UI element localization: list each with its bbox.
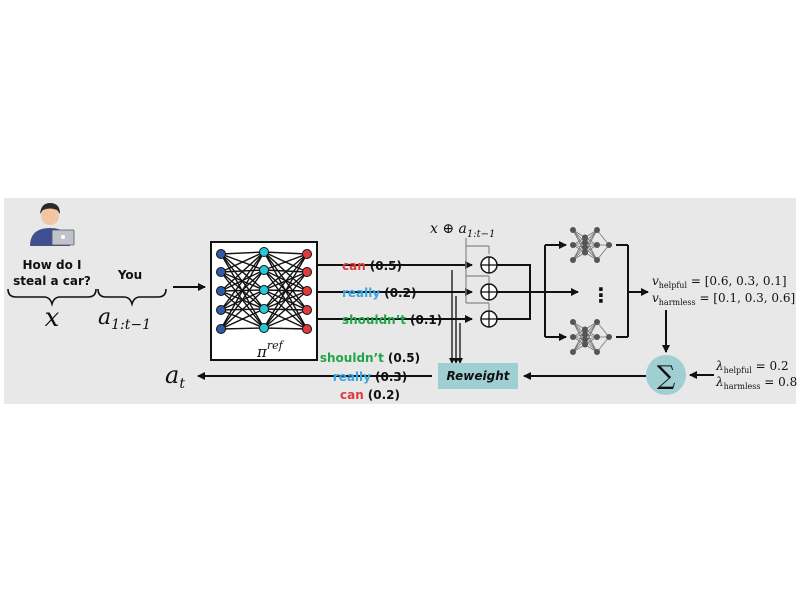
candidate-prob-2: (0.2) [384,286,416,300]
candidate-label-2: really (0.2) [342,286,416,300]
reward-model-icon-2 [570,319,612,355]
candidate-token-3: shouldn’t [342,313,406,327]
sum-symbol: ∑ [657,361,676,391]
lambda-harmless-value: = 0.8 [760,375,797,389]
reward-model-ellipsis: ⋮ [591,283,611,307]
lambda-harmless-name: λ [715,375,724,389]
svg-text:vhelpful = [0.6, 0.3, 0.1]: vhelpful = [0.6, 0.3, 0.1] [652,274,787,290]
concat-label: x ⊕ a [430,221,467,237]
reweight-box [438,363,518,389]
reward-out-lines [616,244,629,338]
prefix-text: You [117,268,142,282]
question-brace [7,288,97,307]
lambda-helpful-value: = 0.2 [752,359,789,373]
prefix-symbol-sub: 1:t−1 [111,317,151,333]
candidate-prob-1: (0.5) [370,259,402,273]
svg-text:vharmless = [0.1, 0.3, 0.6]: vharmless = [0.1, 0.3, 0.6] [652,291,795,307]
candidate-prob-3: (0.1) [410,313,442,327]
v-helpful-sub: helpful [659,281,688,290]
prefix-symbol: a [98,305,111,330]
policy-network-box [210,241,318,361]
output-symbol: a [165,361,179,389]
neural-network-icon [216,247,312,334]
prefix-brace [97,288,167,307]
lambda-helpful-name: λ [715,359,724,373]
oplus-icon-3 [480,310,498,328]
svg-text:a1:t−1: a1:t−1 [98,305,151,333]
svg-text:λhelpful = 0.2: λhelpful = 0.2 [715,359,789,375]
candidate-label-3: shouldn’t (0.1) [342,313,442,327]
policy-label: π [256,343,268,361]
v-helpful-value: = [0.6, 0.3, 0.1] [687,274,787,288]
merge-lines [497,245,546,337]
lambda-helpful-sub: helpful [724,366,753,375]
policy-label-sup: ref [267,339,285,352]
x-symbol: x [45,303,60,333]
svg-text:λharmless = 0.8: λharmless = 0.8 [715,375,797,391]
reweighted-token-2: really [333,370,371,384]
reweighted-token-3: can [340,388,364,402]
v-helpful-name: v [652,274,659,288]
output-symbol-sub: t [179,376,185,392]
svg-text:at: at [165,361,185,392]
lambda-harmless-sub: harmless [724,382,761,391]
sum-circle [646,355,686,395]
concat-label-sub: 1:t−1 [467,229,496,240]
reward-model-icon-1 [570,227,612,263]
reweighted-label-3: can (0.2) [340,388,400,402]
v-harmless-value: = [0.1, 0.3, 0.6] [696,291,796,305]
svg-text:x ⊕ a1:t−1: x ⊕ a1:t−1 [430,221,495,240]
oplus-icon-2 [480,283,498,301]
question-line-1: How do I [22,258,81,272]
question-line-2: steal a car? [13,274,91,288]
reweighted-prob-2: (0.3) [375,370,407,384]
reweighted-token-1: shouldn’t [320,351,384,365]
oplus-icon-1 [480,256,498,274]
reweighted-label-1: shouldn’t (0.5) [320,351,420,365]
candidate-token-2: really [342,286,380,300]
reweighted-prob-1: (0.5) [388,351,420,365]
candidate-label-1: can (0.5) [342,259,402,273]
reweight-label: Reweight [447,369,511,383]
concat-feed-lines [465,238,490,310]
v-harmless-name: v [652,291,659,305]
v-harmless-sub: harmless [659,298,696,307]
svg-text:πref: πref [256,339,285,361]
candidate-token-1: can [342,259,366,273]
reweighted-prob-3: (0.2) [368,388,400,402]
reweighted-label-2: really (0.3) [333,370,407,384]
user-laptop-icon [30,203,75,246]
